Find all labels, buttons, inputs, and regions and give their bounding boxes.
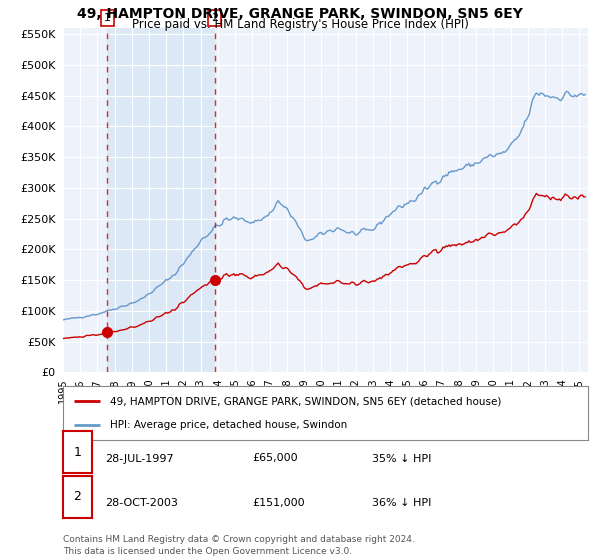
Text: 28-OCT-2003: 28-OCT-2003: [105, 498, 178, 508]
Text: 2: 2: [73, 491, 82, 503]
Text: £65,000: £65,000: [252, 454, 298, 464]
Text: Contains HM Land Registry data © Crown copyright and database right 2024.
This d: Contains HM Land Registry data © Crown c…: [63, 535, 415, 556]
Text: Price paid vs. HM Land Registry's House Price Index (HPI): Price paid vs. HM Land Registry's House …: [131, 18, 469, 31]
Bar: [107, 28, 215, 372]
Text: 35% ↓ HPI: 35% ↓ HPI: [372, 454, 431, 464]
Text: 28-JUL-1997: 28-JUL-1997: [105, 454, 173, 464]
Text: 1: 1: [73, 446, 82, 459]
Text: 49, HAMPTON DRIVE, GRANGE PARK, SWINDON, SN5 6EY (detached house): 49, HAMPTON DRIVE, GRANGE PARK, SWINDON,…: [110, 396, 502, 407]
Text: 49, HAMPTON DRIVE, GRANGE PARK, SWINDON, SN5 6EY: 49, HAMPTON DRIVE, GRANGE PARK, SWINDON,…: [77, 7, 523, 21]
Text: 36% ↓ HPI: 36% ↓ HPI: [372, 498, 431, 508]
Text: 2: 2: [211, 13, 218, 23]
Text: 1: 1: [104, 13, 111, 23]
Text: HPI: Average price, detached house, Swindon: HPI: Average price, detached house, Swin…: [110, 419, 347, 430]
Text: £151,000: £151,000: [252, 498, 305, 508]
